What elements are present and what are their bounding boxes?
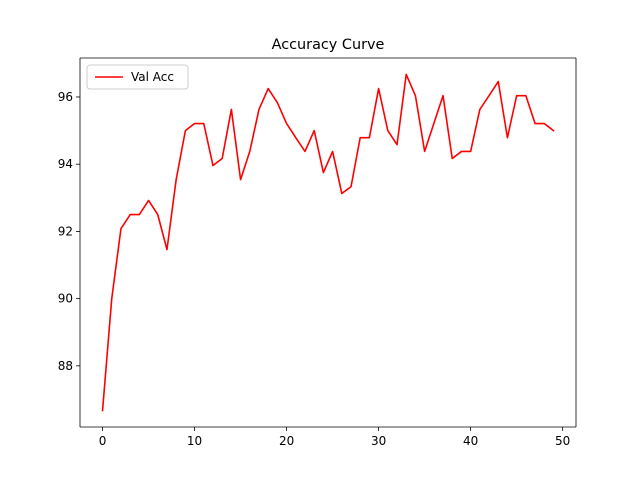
x-tick-label: 40	[463, 434, 478, 448]
chart-title: Accuracy Curve	[272, 37, 385, 53]
y-tick-label: 90	[58, 292, 73, 306]
y-tick-label: 88	[58, 359, 73, 373]
x-tick-label: 0	[99, 434, 107, 448]
legend-box	[86, 64, 189, 90]
legend-label: Val Acc	[131, 70, 174, 84]
x-tick-label: 20	[279, 434, 294, 448]
x-tick-label: 50	[555, 434, 570, 448]
y-tick-label: 92	[58, 224, 73, 238]
y-tick-label: 96	[58, 90, 73, 104]
x-tick-label: 30	[371, 434, 386, 448]
y-tick-label: 94	[58, 157, 73, 171]
plot-area: 0 10 20 30 40 50 88 90 92 94 96 Val Acc	[58, 57, 577, 448]
x-tick-label: 10	[187, 434, 202, 448]
series-line-0	[101, 73, 555, 412]
